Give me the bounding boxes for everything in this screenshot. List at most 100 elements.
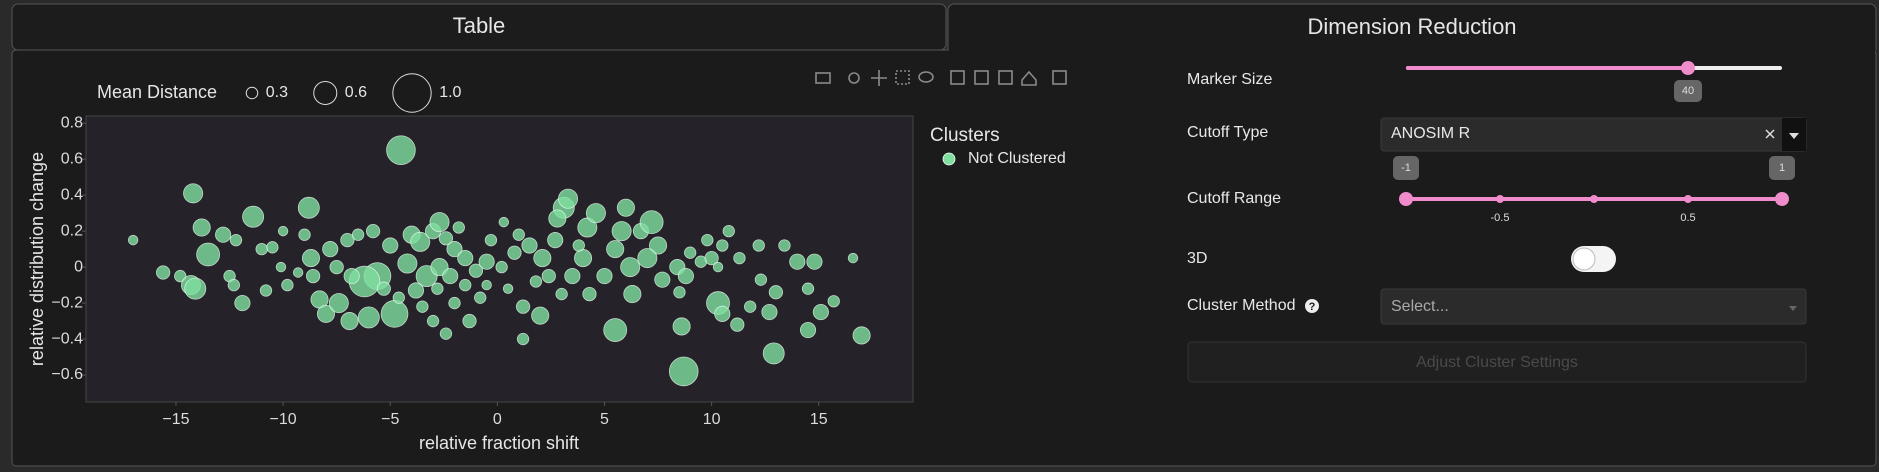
y-tick-label: 0.8	[61, 114, 83, 131]
size-legend-label: 1.0	[439, 84, 461, 101]
point	[351, 228, 365, 241]
point	[712, 261, 724, 273]
slider-value: 40	[1682, 85, 1694, 97]
point	[507, 245, 522, 260]
point	[582, 286, 597, 302]
toggle-knob	[1572, 247, 1596, 271]
point	[668, 356, 699, 387]
range-handle	[1775, 192, 1789, 206]
icon-lasso[interactable]	[918, 71, 934, 83]
point	[555, 287, 568, 301]
tab-label[interactable]: Table	[453, 13, 506, 38]
legend-marker	[942, 152, 956, 166]
point	[733, 251, 746, 265]
point	[677, 268, 694, 285]
point	[585, 203, 606, 224]
legend-title: Clusters	[930, 125, 1000, 146]
point	[673, 286, 686, 299]
point	[340, 232, 355, 248]
size-legend-marker	[313, 80, 338, 106]
range-value: 1	[1779, 162, 1785, 174]
point	[484, 233, 498, 247]
icon-zoom[interactable]	[848, 72, 860, 84]
point	[611, 221, 632, 242]
button-label[interactable]: Adjust Cluster Settings	[1416, 354, 1578, 371]
point	[516, 332, 530, 346]
point	[386, 135, 416, 165]
icon-plotly[interactable]	[1052, 70, 1067, 85]
point	[827, 295, 840, 308]
control-label: Marker Size	[1187, 71, 1272, 88]
range-mark	[1496, 195, 1504, 203]
point	[242, 205, 265, 228]
point	[316, 304, 335, 323]
point	[297, 196, 320, 219]
point	[183, 183, 204, 204]
point	[301, 249, 321, 268]
point	[574, 249, 593, 268]
point	[448, 296, 461, 310]
select[interactable]	[1380, 288, 1807, 325]
tab-label[interactable]: Dimension Reduction	[1307, 14, 1516, 39]
icon-pan[interactable]	[871, 70, 887, 86]
point	[329, 259, 344, 275]
select-arrow	[1789, 306, 1797, 311]
point	[704, 250, 719, 266]
range-tooltip	[1769, 156, 1795, 180]
tab-dimension-reduction[interactable]	[947, 3, 1877, 50]
clear-icon[interactable]	[1765, 129, 1775, 139]
point	[365, 223, 381, 239]
point	[438, 231, 454, 246]
range-value: -1	[1401, 162, 1411, 174]
point	[474, 291, 487, 304]
point	[754, 273, 768, 286]
range-mark-label: -0.5	[1491, 212, 1510, 224]
point	[255, 242, 268, 256]
icon-home[interactable]	[1021, 70, 1037, 86]
size-legend-marker	[392, 73, 432, 113]
icon-zoom-out[interactable]	[974, 70, 989, 85]
icon-autoscale[interactable]	[998, 70, 1013, 85]
control-label: Cutoff Type	[1187, 124, 1268, 141]
point	[407, 282, 425, 299]
button[interactable]	[1187, 341, 1807, 383]
slider-tooltip	[1674, 80, 1702, 102]
icon-camera[interactable]	[815, 72, 831, 84]
point	[778, 239, 791, 252]
point	[281, 278, 294, 292]
marks	[127, 135, 871, 387]
x-tick-label: −10	[270, 411, 297, 428]
point	[564, 268, 581, 285]
x-tick-label: 0	[493, 411, 502, 428]
point	[322, 241, 339, 258]
point	[196, 242, 221, 267]
point	[701, 233, 714, 247]
point	[498, 216, 509, 228]
y-tick-label: −0.2	[51, 294, 83, 311]
icon-zoom-in[interactable]	[950, 70, 965, 85]
point	[468, 263, 484, 278]
size-legend-label: 0.6	[345, 84, 367, 101]
point	[426, 314, 440, 328]
help-icon[interactable]	[1305, 299, 1319, 313]
x-tick-label: 5	[600, 411, 609, 428]
range-tooltip	[1393, 156, 1419, 180]
point	[439, 327, 453, 340]
point	[847, 252, 859, 264]
icon-select[interactable]	[895, 70, 910, 85]
slider-handle[interactable]	[1681, 61, 1695, 75]
point	[502, 283, 514, 294]
point	[799, 321, 817, 339]
control-label: Cluster Method	[1187, 297, 1296, 314]
legend-label[interactable]: Not Clustered	[968, 150, 1066, 167]
point	[547, 232, 564, 249]
point	[812, 303, 829, 321]
point	[789, 253, 806, 270]
y-tick-label: −0.6	[51, 366, 83, 383]
point	[730, 317, 745, 332]
tab-join	[949, 44, 1875, 54]
point	[639, 210, 664, 235]
y-tick-label: −0.4	[51, 330, 83, 347]
x-tick-label: 15	[810, 411, 828, 428]
x-axis-title: relative fraction shift	[419, 433, 579, 453]
